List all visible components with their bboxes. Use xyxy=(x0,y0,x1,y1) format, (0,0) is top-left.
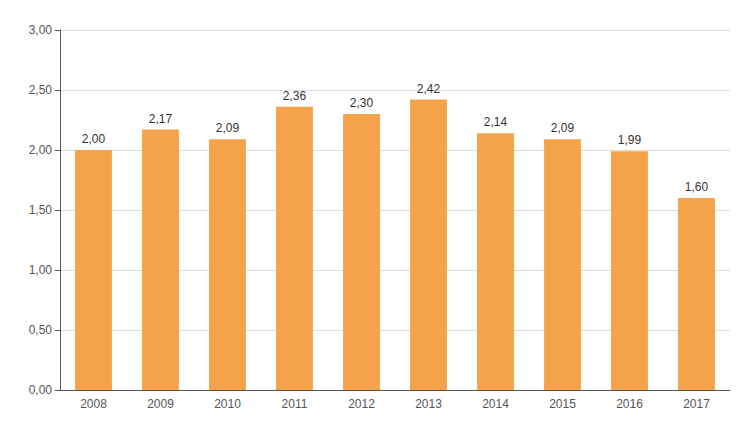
svg-text:1,60: 1,60 xyxy=(685,180,709,194)
svg-text:2,00: 2,00 xyxy=(82,132,106,146)
svg-text:0,00: 0,00 xyxy=(29,383,53,397)
svg-text:2,09: 2,09 xyxy=(551,121,575,135)
svg-text:2010: 2010 xyxy=(214,397,241,411)
svg-text:2,36: 2,36 xyxy=(283,89,307,103)
svg-text:1,50: 1,50 xyxy=(29,203,53,217)
svg-text:2,09: 2,09 xyxy=(216,121,240,135)
svg-text:2,00: 2,00 xyxy=(29,143,53,157)
svg-text:2011: 2011 xyxy=(282,397,308,411)
svg-text:2014: 2014 xyxy=(482,397,509,411)
svg-text:1,00: 1,00 xyxy=(29,263,53,277)
svg-text:2016: 2016 xyxy=(616,397,643,411)
svg-text:2012: 2012 xyxy=(348,397,375,411)
svg-text:2017: 2017 xyxy=(683,397,710,411)
svg-text:2009: 2009 xyxy=(147,397,174,411)
svg-text:0,50: 0,50 xyxy=(29,323,53,337)
svg-text:2,17: 2,17 xyxy=(149,112,173,126)
svg-text:2013: 2013 xyxy=(415,397,442,411)
svg-text:2,42: 2,42 xyxy=(417,82,441,96)
svg-text:2015: 2015 xyxy=(549,397,576,411)
svg-text:3,00: 3,00 xyxy=(29,23,53,37)
svg-text:2,14: 2,14 xyxy=(484,115,508,129)
svg-text:2008: 2008 xyxy=(80,397,107,411)
svg-text:2,50: 2,50 xyxy=(29,83,53,97)
svg-text:1,99: 1,99 xyxy=(618,133,642,147)
svg-text:2,30: 2,30 xyxy=(350,96,374,110)
